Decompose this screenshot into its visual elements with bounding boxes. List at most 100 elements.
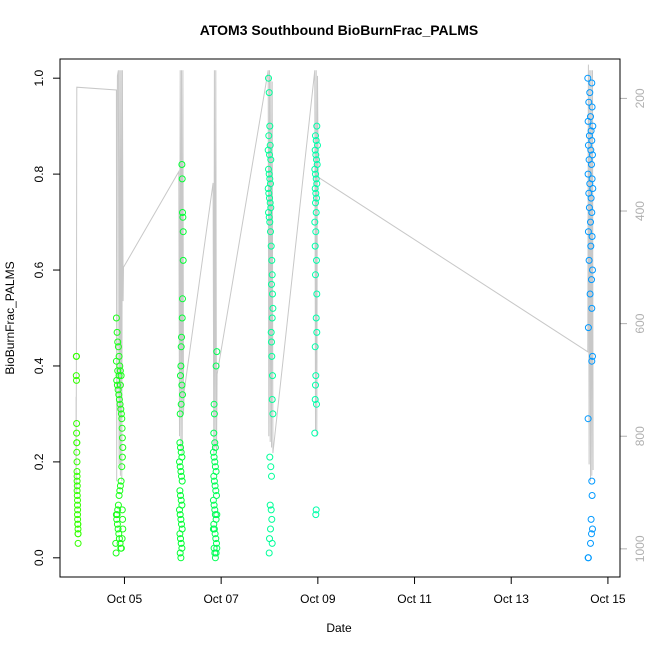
data-point	[179, 256, 187, 264]
data-point	[112, 511, 120, 519]
data-point	[177, 468, 185, 475]
data-point	[266, 218, 274, 226]
data-point	[73, 492, 81, 499]
pressure-track-line	[75, 64, 594, 493]
x-tick-label: Oct 07	[203, 592, 239, 606]
data-point	[74, 506, 82, 514]
data-point	[588, 79, 596, 87]
axes-layer: Oct 05 Oct 07 Oct 09 Oct 11 Oct 13 Oct 15 0.0 0…	[32, 70, 647, 606]
data-point	[312, 381, 319, 389]
plot-frame	[59, 58, 621, 578]
data-point	[213, 511, 221, 519]
data-point	[312, 151, 320, 159]
data-point	[74, 501, 81, 509]
data-point	[210, 501, 218, 509]
data-point	[178, 161, 186, 168]
data-point	[312, 209, 320, 216]
data-point	[176, 410, 184, 418]
data-point	[179, 209, 186, 216]
data-point	[266, 122, 274, 130]
data-point	[213, 492, 220, 499]
data-point	[311, 343, 319, 351]
data-point	[311, 146, 319, 154]
data-point	[112, 314, 120, 322]
data-point	[589, 525, 596, 533]
data-point	[177, 554, 185, 562]
data-point	[313, 194, 320, 202]
data-point	[178, 472, 185, 480]
data-point	[115, 492, 123, 499]
data-point	[312, 228, 320, 236]
data-point	[588, 233, 596, 240]
data-point	[176, 463, 184, 471]
data-point	[177, 400, 185, 408]
data-point	[73, 420, 81, 427]
data-point	[264, 185, 272, 192]
data-point	[212, 487, 220, 495]
data-point	[268, 314, 276, 322]
data-point	[584, 554, 592, 562]
y-tick-label: 0.0	[32, 549, 46, 566]
data-point	[212, 535, 220, 543]
data-point	[176, 511, 184, 519]
data-point	[268, 280, 275, 288]
data-point	[588, 103, 596, 111]
data-point	[588, 276, 595, 284]
data-point	[119, 525, 127, 533]
data-point	[177, 535, 184, 543]
data-point	[74, 525, 82, 533]
data-point	[587, 194, 595, 202]
pressure-track-layer	[75, 64, 594, 493]
data-point	[112, 539, 120, 547]
data-point	[74, 539, 82, 547]
data-point	[209, 525, 217, 533]
data-point	[209, 496, 217, 504]
data-point	[211, 458, 219, 466]
data-point	[587, 539, 594, 547]
y-tick-label: 0.2	[32, 453, 46, 470]
data-point	[589, 122, 597, 130]
data-point	[176, 439, 184, 447]
x-tick-label: Oct 13	[494, 592, 530, 606]
data-point	[588, 530, 595, 538]
x-tick-label: Oct 15	[590, 592, 626, 606]
data-point	[265, 209, 272, 216]
data-point	[588, 492, 596, 499]
data-point	[177, 496, 185, 504]
data-point	[179, 295, 186, 303]
y-tick-label: 0.4	[32, 357, 46, 374]
data-point	[269, 372, 276, 380]
data-point	[177, 444, 184, 451]
data-point	[268, 352, 276, 360]
data-point	[178, 333, 185, 341]
data-point	[118, 415, 126, 423]
data-point	[588, 304, 596, 312]
data-point	[267, 506, 275, 514]
data-point	[176, 506, 183, 514]
data-point	[73, 482, 81, 490]
data-point	[266, 194, 273, 202]
data-point	[269, 410, 277, 418]
data-point	[178, 544, 186, 552]
data-point	[589, 266, 596, 274]
x-tick-label: Oct 05	[107, 592, 143, 606]
data-point	[587, 242, 595, 250]
y2-tick-label: 800	[633, 426, 647, 446]
data-point	[268, 256, 276, 264]
data-point	[115, 372, 123, 380]
data-point	[176, 487, 184, 495]
data-point	[118, 453, 126, 461]
data-point	[179, 228, 187, 236]
data-point	[74, 496, 81, 504]
data-point	[311, 185, 319, 192]
data-point	[178, 381, 186, 389]
data-point	[312, 170, 319, 178]
data-point	[313, 156, 320, 164]
data-point	[113, 328, 121, 336]
data-point	[113, 381, 121, 389]
data-point	[267, 328, 275, 336]
data-point	[211, 463, 219, 471]
data-point	[117, 410, 125, 418]
data-point	[266, 501, 274, 509]
